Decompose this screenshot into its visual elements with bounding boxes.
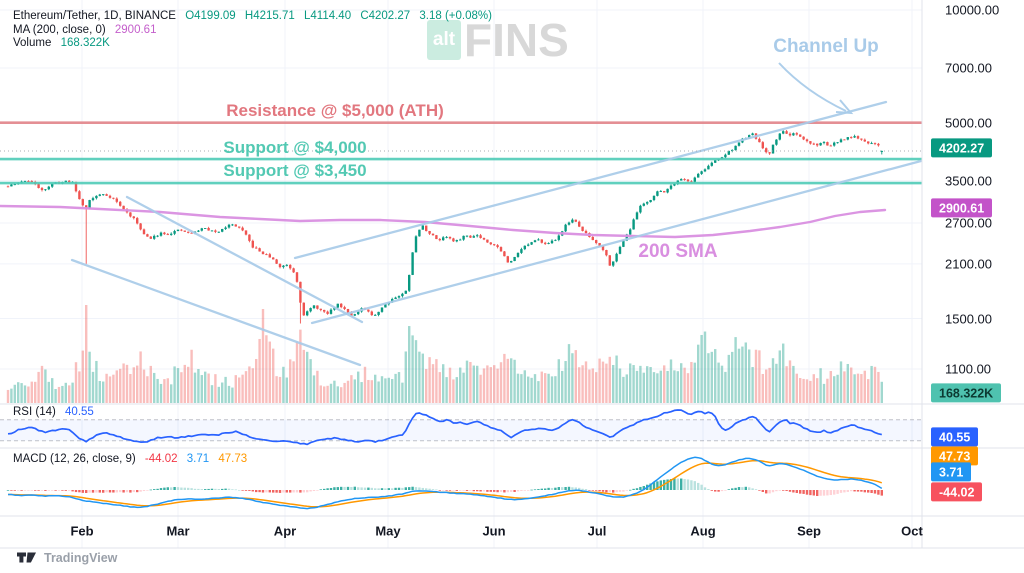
macd-hist-value: -44.02 — [144, 453, 178, 465]
price-axis-label: 10000.00 — [945, 2, 1000, 18]
axis-value-badge: -44.02 — [931, 482, 983, 502]
support-4000-label: Support @ $4,000 — [223, 138, 367, 157]
volume-legend-row[interactable]: Volume 168.322K — [13, 37, 110, 49]
ohlc-close: C4202.27 — [360, 10, 411, 22]
axis-value-badge: 47.73 — [931, 446, 979, 466]
tradingview-attribution-text: TradingView — [44, 550, 118, 565]
volume-label: Volume — [13, 36, 52, 49]
macd-legend-row[interactable]: MACD (12, 26, close, 9) -44.02 3.71 47.7… — [13, 453, 247, 465]
price-axis-label: 3500.00 — [945, 173, 992, 189]
ohlc-open: O4199.09 — [185, 10, 236, 22]
time-axis-label: Jul — [587, 523, 607, 539]
axis-value-badge: 3.71 — [931, 462, 972, 482]
price-axis-label: 2700.00 — [945, 215, 992, 231]
price-axis-label: 7000.00 — [945, 60, 992, 76]
ohlc-change: 3.18 (+0.08%) — [419, 10, 492, 22]
tradingview-attribution-link[interactable]: TradingView — [16, 550, 117, 565]
axis-value-badge: 40.55 — [931, 427, 979, 447]
volume-value: 168.322K — [60, 36, 110, 49]
ohlc-high: H4215.71 — [244, 10, 295, 22]
support-3450-label: Support @ $3,450 — [223, 161, 367, 180]
time-axis-label: Aug — [690, 523, 716, 539]
ma-label: MA (200, close, 0) — [13, 23, 106, 36]
ma-legend-row[interactable]: MA (200, close, 0) 2900.61 — [13, 24, 156, 36]
altfins-logo-alt-text: alt — [432, 29, 456, 50]
time-axis-label: Jun — [482, 523, 506, 539]
axis-value-badge: 168.322K — [931, 383, 1002, 403]
altfins-logo-icon: alt — [427, 20, 461, 60]
ohlc-low: L4114.40 — [303, 10, 352, 22]
time-axis-label: Feb — [70, 523, 94, 539]
sma-200-label: 200 SMA — [638, 241, 718, 262]
time-axis-label: Sep — [797, 523, 821, 539]
rsi-value: 40.55 — [65, 406, 94, 418]
macd-label: MACD (12, 26, close, 9) — [13, 453, 136, 465]
axis-value-badge: 4202.27 — [931, 138, 993, 158]
price-axis-label: 2100.00 — [945, 256, 992, 272]
altfins-watermark: alt FINS — [427, 14, 569, 66]
macd-line-value: 3.71 — [186, 453, 210, 465]
channel-up-label: Channel Up — [773, 36, 879, 57]
macd-signal-value: 47.73 — [218, 453, 248, 465]
resistance-label: Resistance @ $5,000 (ATH) — [226, 101, 444, 120]
time-axis-label: May — [375, 523, 401, 539]
axis-value-badge: 2900.61 — [931, 198, 993, 218]
tradingview-logo-icon — [17, 552, 36, 563]
price-axis-label: 5000.00 — [945, 115, 992, 131]
price-axis-label: 1500.00 — [945, 311, 992, 327]
time-axis-label: Oct — [901, 523, 923, 539]
symbol-title: Ethereum/Tether, 1D, BINANCE — [13, 10, 176, 22]
price-axis-label: 1100.00 — [945, 361, 992, 377]
ma-value: 2900.61 — [114, 23, 157, 36]
time-axis-label: Apr — [273, 523, 297, 539]
rsi-label: RSI (14) — [13, 406, 56, 418]
symbol-legend-row[interactable]: Ethereum/Tether, 1D, BINANCE O4199.09 H4… — [13, 10, 492, 22]
altfins-logo-fins-text: FINS — [464, 14, 569, 66]
rsi-legend-row[interactable]: RSI (14) 40.55 — [13, 406, 94, 418]
time-axis-label: Mar — [166, 523, 190, 539]
